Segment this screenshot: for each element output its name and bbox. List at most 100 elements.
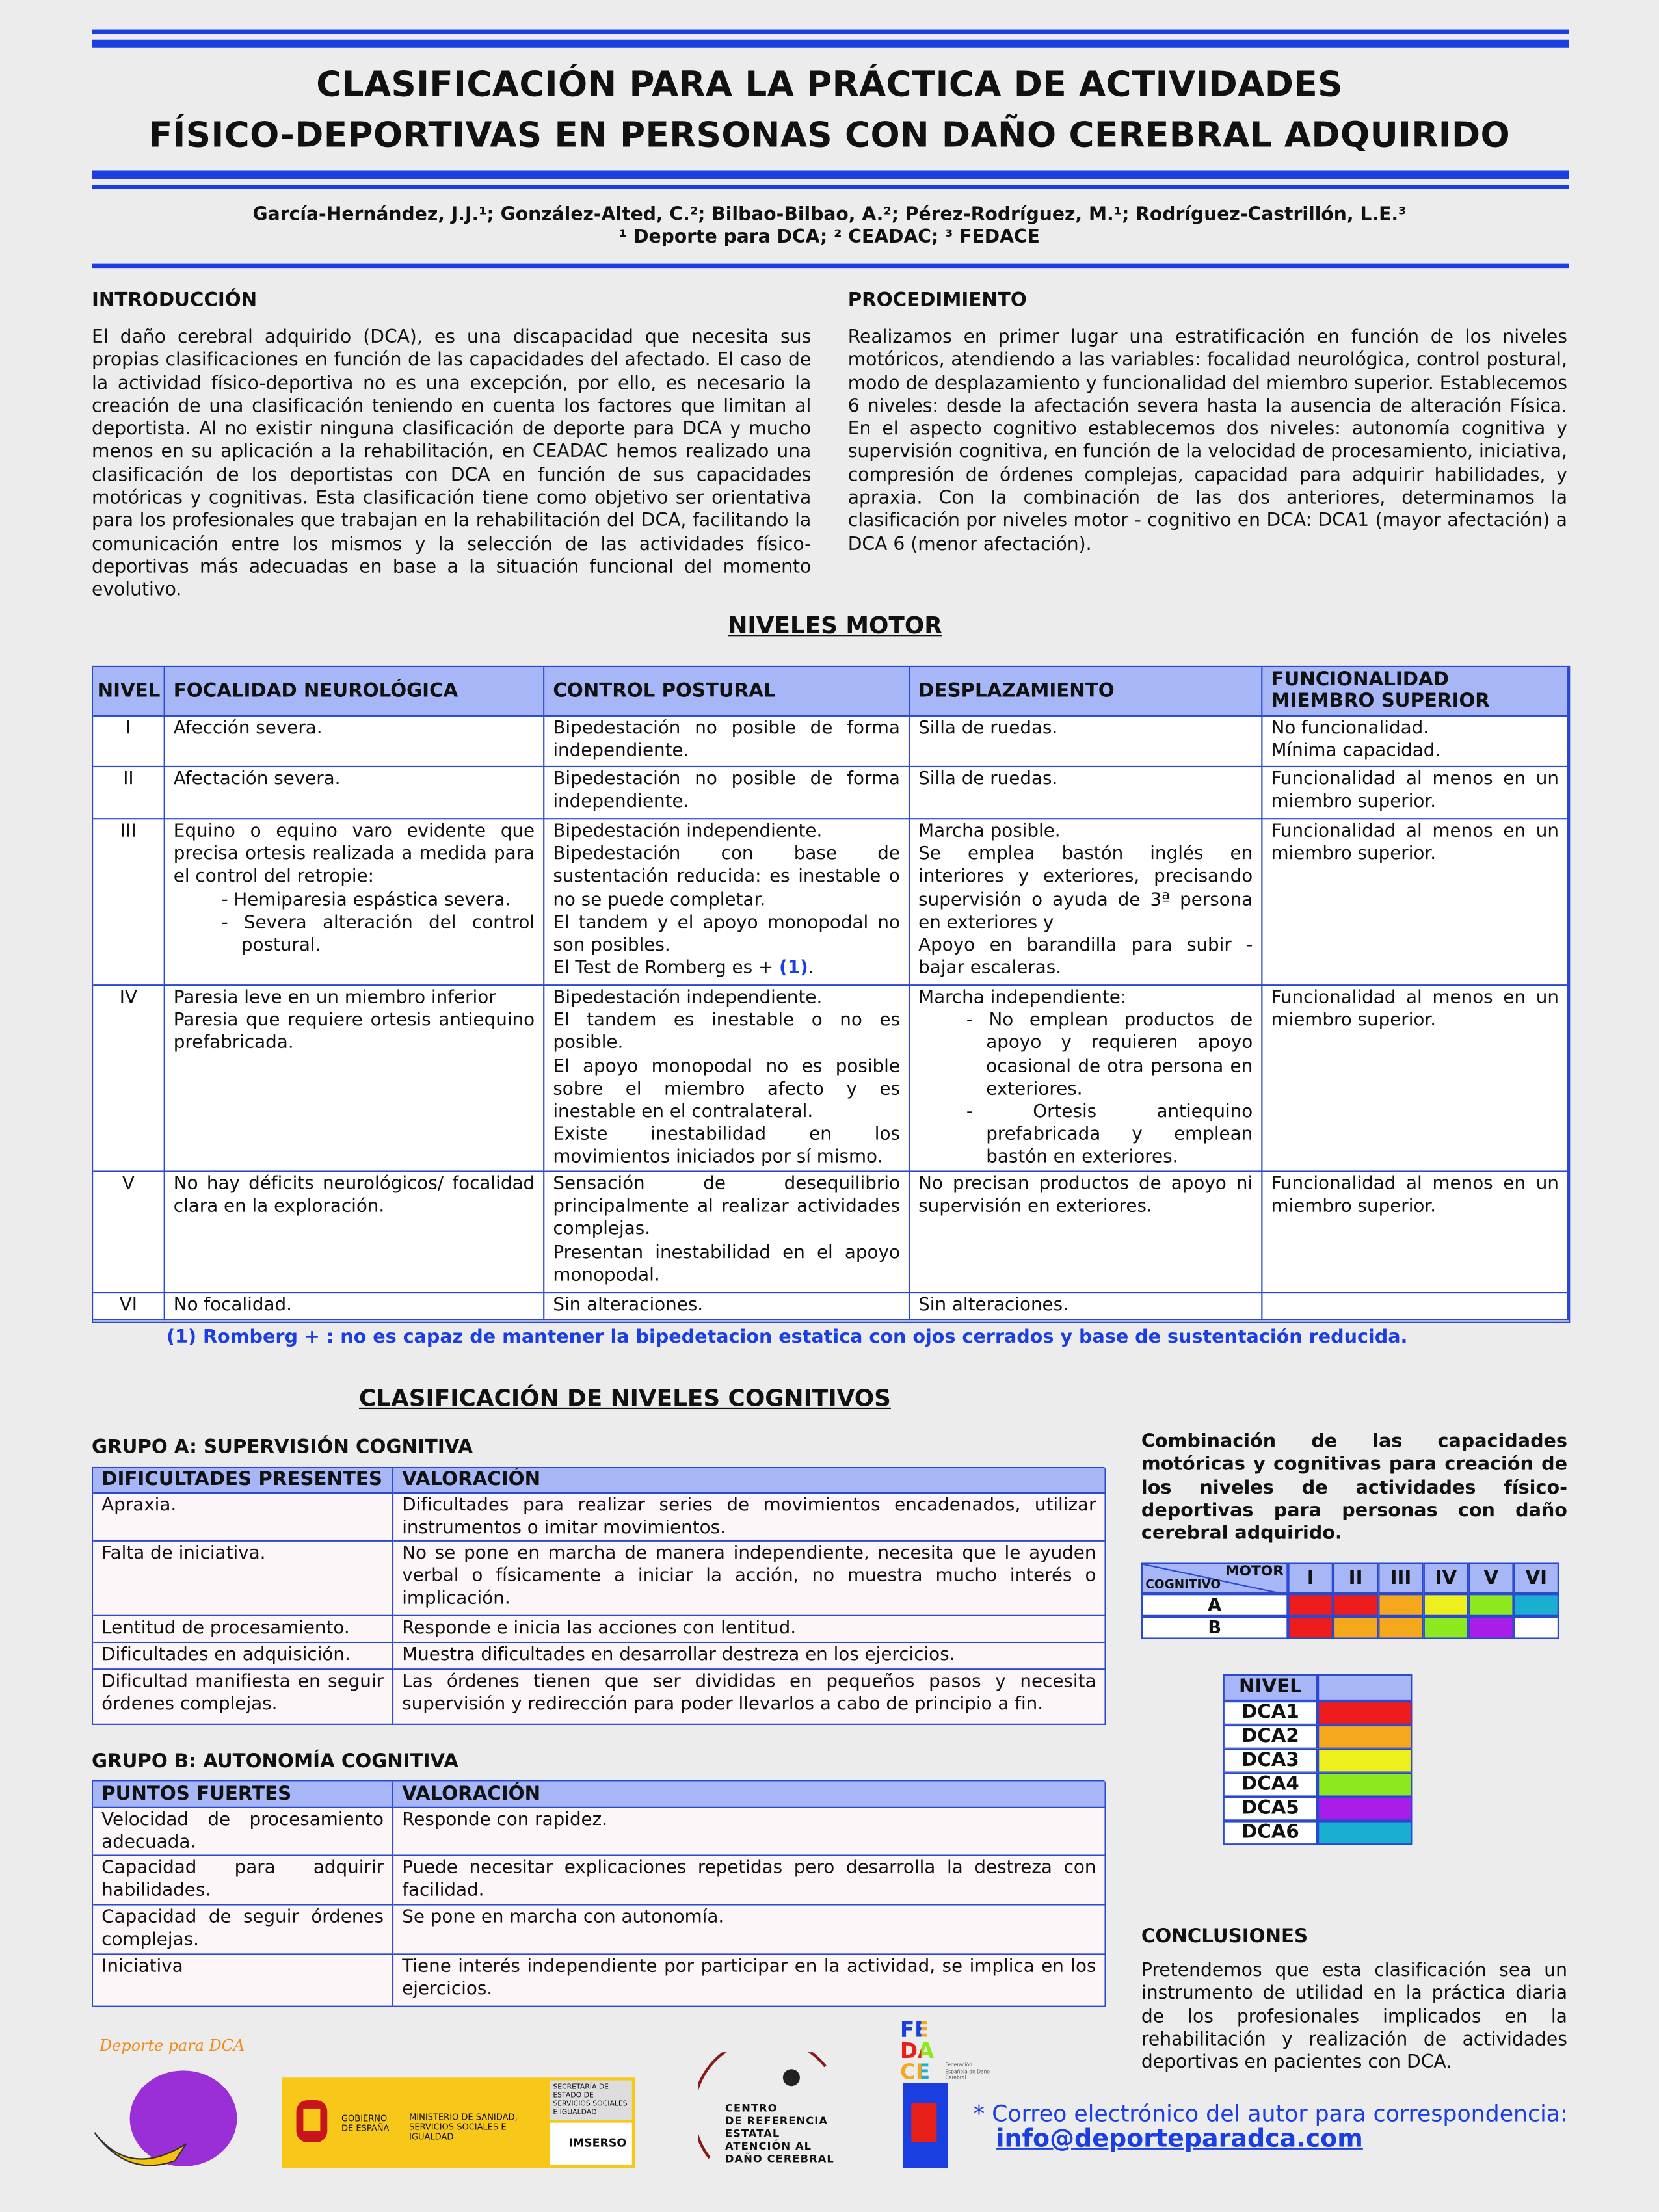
grid-cell <box>1468 1594 1514 1616</box>
table-cell: Velocidad de procesamiento adecuada. <box>93 1808 394 1856</box>
legend-label: DCA1 <box>1223 1701 1318 1725</box>
legend-header-swatch <box>1318 1674 1413 1702</box>
table-cell: Funcionalidad al menos en un miembro sup… <box>1262 767 1569 820</box>
logo-shape <box>782 2069 800 2087</box>
table-cell: Sin alteraciones. <box>544 1293 910 1321</box>
table-cell: Dificultades para realizar series de mov… <box>393 1494 1106 1542</box>
legend-swatch <box>1318 1748 1413 1773</box>
cell-text: Sin alteraciones. <box>918 1295 1068 1316</box>
paragraph: Pretendemos que esta clasificación sea u… <box>1141 1960 1567 2074</box>
level-cell: IV <box>93 986 165 1172</box>
logo-shape <box>94 2132 187 2166</box>
table-cell: Afección severa. <box>165 716 545 768</box>
list-item: - No emplean productos de apoyo y requie… <box>966 1010 1253 1100</box>
grid-column: IV <box>1423 1562 1469 1594</box>
corner-label: COGNITIVO <box>1145 1578 1221 1593</box>
table-cell: Bipedestación no posible de forma indepe… <box>544 716 910 768</box>
table-cell: Marcha independiente: - No emplean produc… <box>910 986 1263 1172</box>
grid-cell <box>1423 1616 1469 1639</box>
grid-row-label: B <box>1141 1616 1288 1639</box>
cell-text: Paresia que requiere ortesis antiequino … <box>173 1010 535 1055</box>
table-cell: Puede necesitar explicaciones repetidas … <box>393 1856 1106 1906</box>
cell-text: Bipedestación con base de sustentación r… <box>553 843 900 911</box>
title: FÍSICO-DEPORTIVAS EN PERSONAS CON DAÑO C… <box>148 114 1511 155</box>
logo-text: CENTRO <box>724 2101 778 2114</box>
cell-text: Funcionalidad al menos en un miembro sup… <box>1271 769 1559 813</box>
group-title: GRUPO B: AUTONOMÍA COGNITIVA <box>91 1750 458 1773</box>
table-cell: Bipedestación no posible de forma indepe… <box>544 767 910 820</box>
logo-text: FE <box>900 2019 942 2041</box>
paragraph: Realizamos en primer lugar una estratifi… <box>847 327 1567 555</box>
level-cell: I <box>93 716 165 768</box>
grid-column: VI <box>1513 1562 1559 1594</box>
cell-text: Presentan inestabilidad en el apoyo mono… <box>553 1242 900 1286</box>
cell-text: Sensación de desequilibrio principalment… <box>553 1173 900 1241</box>
logo-shape <box>911 2103 937 2143</box>
table-cell: Funcionalidad al menos en un miembro sup… <box>1262 986 1569 1172</box>
diagonal <box>1143 1564 1280 1593</box>
legend-swatch <box>1318 1772 1413 1797</box>
corner-label: MOTOR <box>1225 1564 1284 1580</box>
cell-text: Apoyo en barandilla para subir - bajar e… <box>918 935 1253 979</box>
logo-shape <box>303 2108 321 2131</box>
table-cell: No se pone en marcha de manera independi… <box>393 1541 1106 1616</box>
column-header: DIFICULTADES PRESENTES <box>93 1468 394 1494</box>
group-title: GRUPO A: SUPERVISIÓN COGNITIVA <box>91 1436 473 1458</box>
table-cell: Silla de ruedas. <box>910 767 1263 820</box>
table-cell: No focalidad. <box>165 1293 545 1321</box>
legend-label: DCA5 <box>1223 1797 1318 1821</box>
table-cell: No hay déficits neurológicos/ focalidad … <box>165 1172 545 1294</box>
table-cell: Responde con rapidez. <box>393 1808 1106 1856</box>
logo-text: CE <box>900 2061 942 2083</box>
cell-text: Funcionalidad al menos en un miembro sup… <box>1271 821 1559 865</box>
logo-text: GOBIERNO DE ESPAÑA <box>341 2114 390 2134</box>
cell-text: Bipedestación no posible de forma indepe… <box>553 718 900 762</box>
table-cell: Bipedestación independiente. Bipedestació… <box>544 819 910 986</box>
cell-text: Existe inestabilidad en los movimientos … <box>553 1124 900 1169</box>
logo-text: SECRETARÍA DE ESTADO DE SERVICIOS SOCIAL… <box>550 2080 632 2120</box>
logo-text: Deporte para DCA <box>99 2036 245 2055</box>
cell-text: No hay déficits neurológicos/ focalidad … <box>173 1173 535 1218</box>
table-cell: Se pone en marcha con autonomía. <box>393 1905 1106 1955</box>
legend-label: DCA4 <box>1223 1772 1318 1797</box>
logo-text: Federación Española de Daño Cerebral <box>945 2062 990 2081</box>
grid-column: II <box>1333 1562 1379 1594</box>
grid-cell <box>1468 1616 1514 1639</box>
group-a-table: DIFICULTADES PRESENTES VALORACIÓN Apraxia.… <box>91 1466 1106 1725</box>
cell-text: Silla de ruedas. <box>918 769 1058 790</box>
grid-cell <box>1378 1594 1424 1616</box>
note-ref: (1) <box>779 958 808 979</box>
table-cell: Dificultades en adquisición. <box>93 1643 394 1670</box>
corner-diagonal <box>1143 1564 1280 1593</box>
section-heading: NIVELES MOTOR <box>728 612 942 639</box>
motor-table: NIVEL FOCALIDAD NEUROLÓGICA CONTROL POSTUR… <box>91 665 1571 1323</box>
cell-text: Bipedestación independiente. <box>553 987 823 1008</box>
level-legend: NIVEL DCA1 DCA2 DCA3 DCA4 DCA5 DCA6 <box>1223 1674 1413 1845</box>
rule <box>91 263 1569 268</box>
combination-grid: MOTOR COGNITIVO I II III IV V VI A B <box>1141 1562 1559 1639</box>
cell-text: Paresia leve en un miembro inferior <box>173 987 496 1008</box>
grid-cell <box>1513 1616 1559 1639</box>
table-cell: Equino o equino varo evidente que precis… <box>165 819 545 986</box>
column-header: FUNCIONALIDAD MIEMBRO SUPERIOR <box>1262 667 1569 717</box>
column-header: CONTROL POSTURAL <box>544 667 910 717</box>
table-cell: Funcionalidad al menos en un miembro sup… <box>1262 819 1569 986</box>
legend-label: DCA6 <box>1223 1821 1318 1845</box>
email[interactable]: info@deporteparadca.com <box>996 2125 1363 2154</box>
legend-header: NIVEL <box>1223 1674 1318 1702</box>
logo-shield <box>296 2100 328 2143</box>
table-cell: Lentitud de procesamiento. <box>93 1616 394 1644</box>
cell-text: Equino o equino varo evidente que precis… <box>173 821 535 888</box>
cell-text: El tandem es inestable o no es posible. <box>553 1010 900 1055</box>
combination-text: Combinación de las capacidades motóricas… <box>1141 1431 1567 1545</box>
column-header: VALORACIÓN <box>393 1781 1106 1808</box>
cell-text: Mínima capacidad. <box>1271 741 1441 762</box>
logo-gobierno: GOBIERNO DE ESPAÑA MINISTERIO DE SANIDAD… <box>282 2077 635 2168</box>
logo-fedace: FE DA CE <box>900 2019 942 2083</box>
level-cell: II <box>93 767 165 820</box>
column-header: FOCALIDAD NEUROLÓGICA <box>165 667 545 717</box>
legend-swatch <box>1318 1821 1413 1845</box>
grid-column: V <box>1468 1562 1514 1594</box>
table-cell: No funcionalidad. Mínima capacidad. <box>1262 716 1569 768</box>
